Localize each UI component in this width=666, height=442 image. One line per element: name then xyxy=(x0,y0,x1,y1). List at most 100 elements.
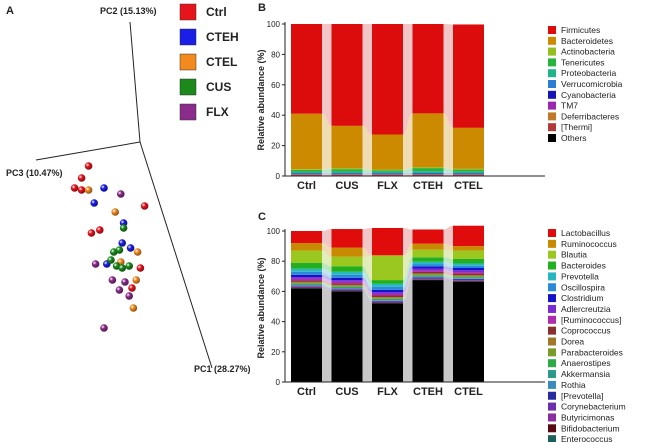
chart-c-connector-blautia-1 xyxy=(362,255,372,281)
legend-swatch-cteh xyxy=(179,28,197,46)
chart-c-connector-coprococcus-1 xyxy=(362,283,372,297)
chart-c-connector-dorea-2 xyxy=(403,273,413,298)
chart-c-bar-cteh-butyricimonas xyxy=(412,278,444,280)
chart-b-legend-label-deferribacteres: Deferribacteres xyxy=(561,111,619,121)
chart-b-connector-actinobacteria-3 xyxy=(443,167,453,170)
chart-b-y-axis-label: Relative abundance (%) xyxy=(256,49,266,150)
chart-c-connector-anaerostipes-0 xyxy=(322,283,332,288)
chart-c-bar-flx-prevotella xyxy=(372,283,403,287)
chart-c-connector-prevotella-3 xyxy=(443,261,453,266)
pcoa-point-ctrl-2 xyxy=(70,184,79,192)
pcoa-point-flx-31 xyxy=(121,278,129,286)
chart-c-bar-ctrl-butyricimonas xyxy=(291,286,322,288)
pcoa-point-flx-28 xyxy=(117,190,125,198)
chart-c-bar-ctel-corynebacterium xyxy=(453,279,484,281)
chart-c-connector-prevotella-3 xyxy=(443,277,453,280)
pcoa-point-cteh-12 xyxy=(118,239,126,247)
chart-c-legend-label-prevotella: [Prevotella] xyxy=(561,391,604,401)
chart-b-connector-bacteroidetes-2 xyxy=(403,113,413,170)
chart-c-connector-akkermansia-0 xyxy=(322,284,332,289)
chart-c-connector-prevotella-1 xyxy=(362,271,372,287)
chart-b-bar-ctel-firmicutes xyxy=(453,24,484,128)
chart-c-bar-ctel-clostridium xyxy=(453,268,484,271)
chart-c-bar-ctel-parabacteroides xyxy=(453,276,484,277)
chart-c-connector-lactobacillus-3 xyxy=(443,225,453,247)
chart-b-x-tick-flx: FLX xyxy=(377,180,398,192)
legend-swatch-ctel xyxy=(179,53,197,71)
pcoa-point-flx-29 xyxy=(91,260,100,268)
chart-c-bar-cteh-dorea xyxy=(412,273,444,275)
chart-b-legend-label-verrucomicrobia: Verrucomicrobia xyxy=(561,79,623,89)
chart-c-connector-blautia-0 xyxy=(322,250,332,267)
chart-c-bar-cus-anaerostipes xyxy=(331,286,363,288)
chart-b-bar-ctel-bacteroidetes xyxy=(453,127,484,169)
chart-b-connector-firmicutes-3 xyxy=(443,24,453,128)
chart-c-bar-cteh-ruminococcus xyxy=(412,270,444,272)
chart-c-bar-ctrl-others xyxy=(291,288,322,382)
chart-c-connector-corynebacterium-3 xyxy=(443,277,453,281)
chart-c-bar-cteh-others xyxy=(412,280,444,382)
chart-c-legend-label-coprococcus: Coprococcus xyxy=(561,326,611,336)
chart-c-bar-flx-oscillospira xyxy=(372,286,403,290)
chart-c-bar-cteh-prevotella xyxy=(412,261,444,265)
chart-c-bar-flx-adlercreutzia xyxy=(372,292,403,294)
chart-c-x-tick-ctel: CTEL xyxy=(454,386,483,398)
legend-label-ctel: CTEL xyxy=(206,55,237,69)
chart-c-legend-label-anaerostipes: Anaerostipes xyxy=(561,358,611,368)
chart-c-connector-ruminococcus-1 xyxy=(362,247,372,257)
chart-c-bar-flx-clostridium xyxy=(372,289,403,293)
chart-c-connector-ruminococcus-1 xyxy=(362,281,372,296)
chart-c-connector-adlercreutzia-0 xyxy=(322,277,332,282)
chart-b-connector-actinobacteria-0 xyxy=(322,168,332,170)
chart-c-bar-flx-corynebacterium xyxy=(372,301,403,302)
chart-c-bar-ctel-ruminococcus xyxy=(453,272,484,274)
chart-c-connector-enterococcus-3 xyxy=(443,279,453,282)
chart-b-bar-cteh-actinobacteria xyxy=(412,167,444,169)
pcoa-plot: PC2 (15.13%) PC3 (10.47%) PC1 (28.27%) C… xyxy=(6,3,251,374)
chart-b-x-tick-cteh: CTEH xyxy=(413,180,443,192)
chart-c-bar-flx-parabacteroides xyxy=(372,297,403,299)
chart-c-connector-others-1 xyxy=(362,291,372,382)
chart-c-connector-bacteroides-2 xyxy=(403,257,413,284)
chart-c-legend-swatch-dorea xyxy=(548,337,556,346)
chart-c-bar-cteh-corynebacterium xyxy=(412,277,444,279)
pcoa-point-cteh-10 xyxy=(90,199,98,207)
chart-b-bar-ctel-actinobacteria xyxy=(453,168,484,170)
chart-c-legend-swatch-oscillospira xyxy=(548,283,556,292)
chart-c-legend-swatch-parabacteroides xyxy=(548,348,556,357)
chart-c-connector-akkermansia-2 xyxy=(403,275,413,301)
pcoa-point-ctel-17 xyxy=(133,248,142,256)
chart-c-legend-label-akkermansia: Akkermansia xyxy=(561,369,610,379)
chart-c-legend-swatch-ruminococcus xyxy=(548,239,556,248)
pcoa-point-ctrl-1 xyxy=(77,174,86,182)
chart-b-legend-swatch-bacteroidetes xyxy=(548,36,556,45)
chart-b-legend-swatch-others xyxy=(548,134,556,142)
chart-c-bar-ctel-akkermansia xyxy=(453,277,484,279)
chart-c-connector-parabacteroides-0 xyxy=(322,282,332,287)
chart-c-bar-flx-bacteroides xyxy=(372,280,403,284)
pcoa-point-ctel-19 xyxy=(132,276,140,284)
chart-c-legend-swatch-coprococcus xyxy=(548,326,556,335)
chart-c-connector-prevotella-1 xyxy=(362,288,372,302)
chart-c-connector-butyricimonas-3 xyxy=(443,278,453,281)
pcoa-point-cteh-13 xyxy=(126,244,135,252)
chart-c-connector-butyricimonas-1 xyxy=(362,289,372,303)
chart-c-connector-bifidobacterium-2 xyxy=(403,279,413,304)
chart-c-connector-bifidobacterium-0 xyxy=(322,287,332,291)
chart-c-bar-flx-ruminococcus xyxy=(372,255,403,256)
chart-c-bar-ctel-oscillospira xyxy=(453,265,484,268)
chart-c-legend-label-bifidobacterium: Bifidobacterium xyxy=(561,423,620,433)
chart-c-legend-swatch-akkermansia xyxy=(548,370,556,379)
chart-c-connector-bacteroides-0 xyxy=(322,262,332,272)
chart-c-legend-swatch-bifidobacterium xyxy=(548,424,556,433)
chart-c-bar-ctel-butyricimonas xyxy=(453,280,484,281)
chart-c-y-tick-20: 20 xyxy=(271,348,280,357)
chart-b-connector-actinobacteria-2 xyxy=(403,167,413,171)
chart-c-bar-ctrl-ruminococcus xyxy=(291,278,322,281)
chart-c-connector-anaerostipes-3 xyxy=(443,275,453,278)
chart-c-y-axis-label: Relative abundance (%) xyxy=(256,257,266,358)
chart-c-bar-ctel-bacteroides xyxy=(453,258,484,264)
chart-c-bar-cteh-oscillospira xyxy=(412,264,444,267)
chart-b-legend-swatch-firmicutes xyxy=(548,26,556,34)
